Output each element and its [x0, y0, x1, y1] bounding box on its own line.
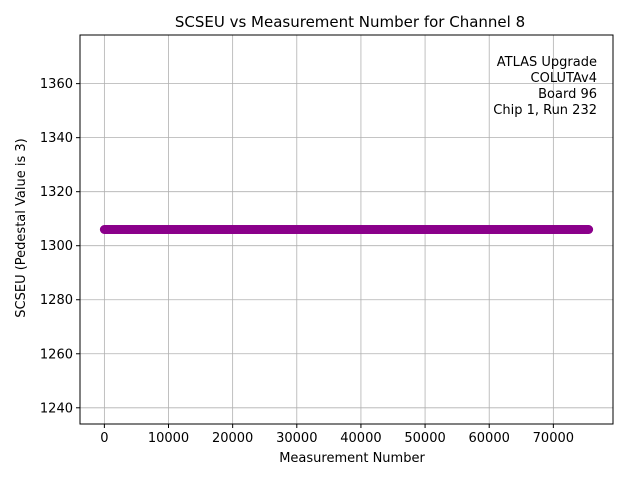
- y-tick-label: 1300: [40, 239, 73, 254]
- x-tick-label: 60000: [469, 431, 510, 446]
- x-ticks: 0 10000 20000 30000 40000 50000 60000 70000: [100, 424, 574, 446]
- y-tick-label: 1320: [40, 185, 73, 200]
- y-ticks: 1240 1260 1280 1300 1320 1340 1360: [40, 77, 80, 416]
- y-tick-label: 1360: [40, 77, 73, 92]
- x-tick-label: 10000: [148, 431, 189, 446]
- x-tick-label: 50000: [404, 431, 445, 446]
- data-point: [584, 225, 594, 235]
- x-tick-label: 70000: [533, 431, 574, 446]
- annotation-line: COLUTAv4: [531, 71, 597, 86]
- x-tick-label: 40000: [340, 431, 381, 446]
- x-axis-title: Measurement Number: [279, 451, 425, 466]
- plot-frame: [79, 34, 614, 425]
- x-tick-label: 30000: [276, 431, 317, 446]
- y-axis-title: SCSEU (Pedestal Value is 3): [14, 138, 29, 317]
- y-tick-label: 1340: [40, 131, 73, 146]
- y-tick-label: 1280: [40, 293, 73, 308]
- y-tick-label: 1260: [40, 347, 73, 362]
- chart-title: SCSEU vs Measurement Number for Channel …: [175, 13, 525, 31]
- x-tick-label: 0: [100, 431, 108, 446]
- annotation-line: ATLAS Upgrade: [497, 55, 597, 70]
- annotation-line: Board 96: [538, 87, 597, 102]
- x-tick-label: 20000: [212, 431, 253, 446]
- y-tick-label: 1240: [40, 401, 73, 416]
- data-layer: [99, 225, 594, 235]
- annotation-line: Chip 1, Run 232: [493, 103, 597, 118]
